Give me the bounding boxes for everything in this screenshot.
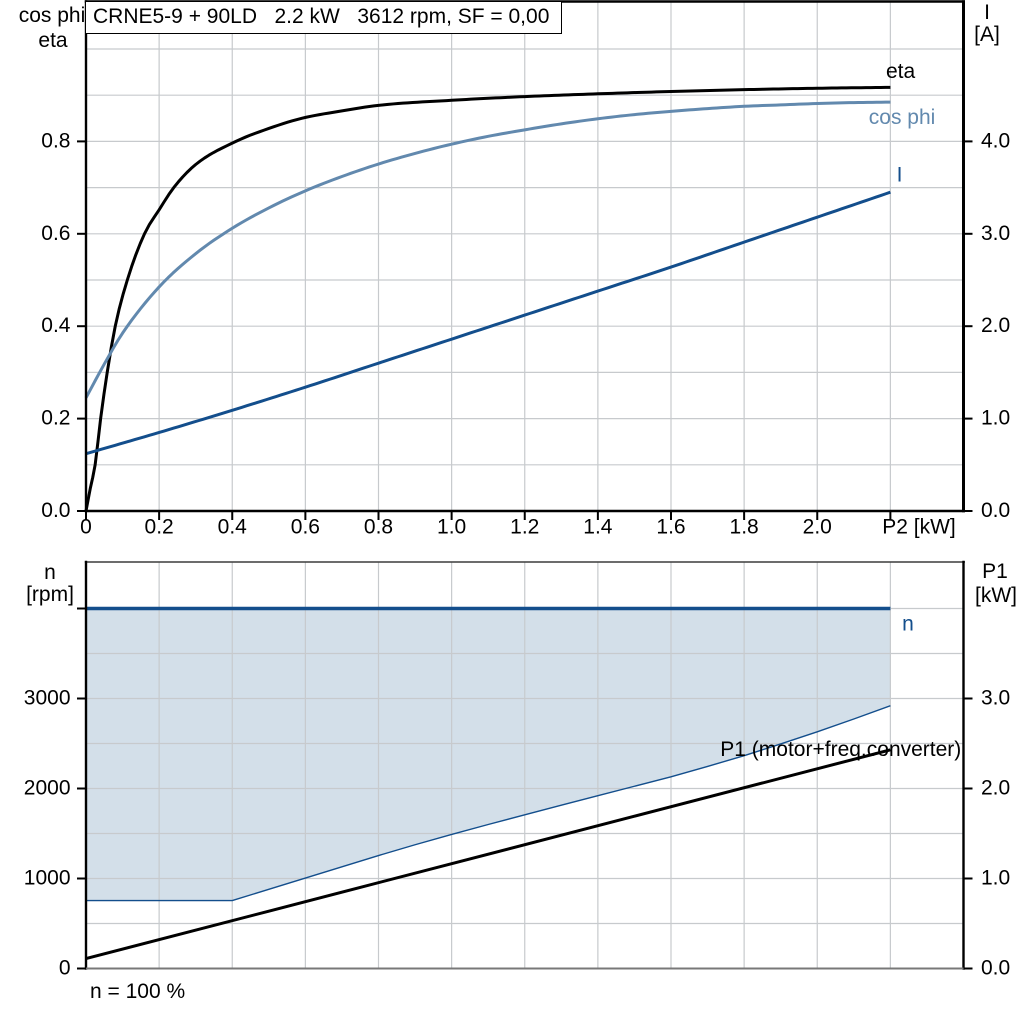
top-axis-title-left-2: eta	[38, 29, 68, 52]
top-tick-label-left: 0.6	[41, 222, 70, 245]
top-curve-I	[85, 190, 891, 456]
top-axis-title-right-1: I	[984, 1, 990, 24]
bottom-tick-label-right: 0.0	[981, 957, 1010, 980]
bottom-curve-label-n: n	[902, 612, 914, 635]
bottom-tick-label-left: 1000	[24, 867, 71, 890]
top-tick-label-x: 0.2	[145, 516, 174, 539]
top-tick-label-x: 2.0	[803, 516, 832, 539]
top-axis-title-right-2: [A]	[974, 23, 1000, 46]
top-tick-label-x: 1.6	[656, 516, 685, 539]
chart-title: CRNE5-9 + 90LD 2.2 kW 3612 rpm, SF = 0,0…	[93, 5, 550, 28]
bottom-annotation-n-100: n = 100 %	[90, 980, 185, 1003]
top-tick-label-right: 4.0	[981, 129, 1010, 152]
top-tick-label-x: 1.4	[583, 516, 613, 539]
top-tick-label-x: 1.0	[437, 516, 466, 539]
top-tick-label-x: 0	[80, 516, 92, 539]
top-curve-label-I: I	[897, 163, 903, 186]
bottom-tick-label-left: 2000	[24, 777, 71, 800]
top-tick-label-right: 2.0	[981, 314, 1010, 337]
top-tick-label-x: 0.6	[291, 516, 320, 539]
top-tick-label-right: 0.0	[981, 499, 1010, 522]
bottom-tick-label-right: 3.0	[981, 687, 1010, 710]
bottom-tick-label-left: 0	[59, 957, 71, 980]
top-curve-eta	[84, 85, 891, 512]
bottom-axis-title-left-1: n	[44, 561, 56, 584]
bottom-curve-P1-motor-freq-converter-	[85, 748, 891, 961]
bottom-axis-title-right-1: P1	[982, 560, 1008, 583]
top-tick-label-right: 1.0	[981, 407, 1010, 430]
top-tick-label-x: 0.8	[364, 516, 393, 539]
top-axis-title-x: P2 [kW]	[882, 516, 956, 539]
bottom-tick-label-right: 2.0	[981, 777, 1010, 800]
top-tick-label-left: 0.4	[41, 314, 71, 337]
top-tick-label-left: 0.2	[41, 407, 70, 430]
top-tick-label-x: 1.2	[510, 516, 539, 539]
top-tick-label-left: 0.0	[41, 499, 70, 522]
bottom-curve-n-min	[86, 705, 891, 902]
top-curve-label-eta: eta	[886, 60, 916, 83]
bottom-axis-title-right-2: [kW]	[975, 584, 1017, 607]
top-tick-label-x: 1.8	[730, 516, 759, 539]
top-tick-label-x: 0.4	[218, 516, 248, 539]
top-curve-label-cos-phi: cos phi	[869, 106, 936, 129]
top-axis-title-left-1: cos phi	[19, 4, 86, 27]
bottom-tick-label-right: 1.0	[981, 867, 1010, 890]
top-tick-label-right: 3.0	[981, 222, 1010, 245]
top-curve-cos-phi	[84, 100, 891, 399]
bottom-axis-title-left-2: [rpm]	[26, 583, 74, 606]
top-tick-label-left: 0.8	[41, 129, 70, 152]
bottom-curve-label-P1-motor-freq-converter-: P1 (motor+freq.converter)	[720, 738, 961, 761]
bottom-area-n-range	[86, 608, 891, 901]
bottom-tick-label-left: 3000	[24, 687, 71, 710]
chart-title-box: CRNE5-9 + 90LD 2.2 kW 3612 rpm, SF = 0,0…	[85, 1, 562, 34]
